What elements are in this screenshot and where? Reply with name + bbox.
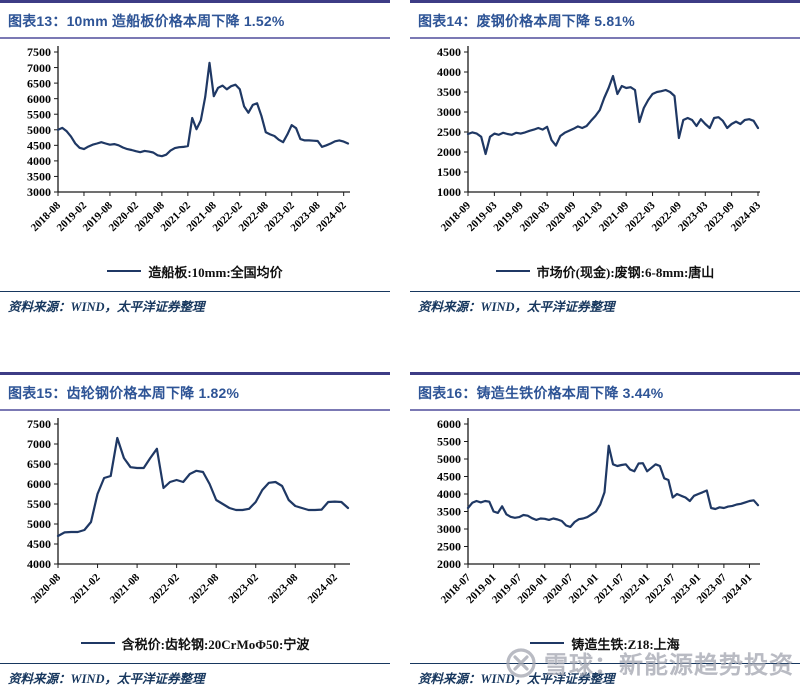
svg-text:2022-02: 2022-02 xyxy=(147,571,182,606)
svg-text:3000: 3000 xyxy=(437,522,461,536)
svg-text:5000: 5000 xyxy=(27,123,51,137)
svg-text:2500: 2500 xyxy=(437,540,461,554)
chart-title: 图表14：废钢价格本周下降 5.81% xyxy=(418,13,635,29)
svg-text:5500: 5500 xyxy=(27,497,51,511)
svg-text:6500: 6500 xyxy=(27,457,51,471)
svg-text:4500: 4500 xyxy=(437,470,461,484)
svg-text:2023-08: 2023-08 xyxy=(266,571,301,606)
svg-text:5500: 5500 xyxy=(27,107,51,121)
svg-text:5000: 5000 xyxy=(27,517,51,531)
svg-text:4500: 4500 xyxy=(437,45,461,59)
svg-text:7500: 7500 xyxy=(27,417,51,431)
svg-text:4000: 4000 xyxy=(437,487,461,501)
svg-text:7500: 7500 xyxy=(27,45,51,59)
chart-panel-fig16: 图表16：铸造生铁价格本周下降 3.44% 2000 2500 3000 3500 40… xyxy=(410,372,800,688)
legend-line-swatch xyxy=(80,642,115,644)
chart-panel-fig14: 图表14：废钢价格本周下降 5.81% 1000 1500 2000 2500 3000… xyxy=(410,0,800,330)
legend-label: 含税价:齿轮钢:20CrMoΦ50:宁波 xyxy=(121,636,310,652)
svg-text:3000: 3000 xyxy=(27,185,51,199)
legend-label: 造船板:10mm:全国均价 xyxy=(148,264,283,280)
title-divider xyxy=(410,409,800,411)
svg-text:5500: 5500 xyxy=(437,435,461,449)
legend-line-swatch xyxy=(107,270,142,272)
svg-text:4000: 4000 xyxy=(27,154,51,168)
legend-label: 铸造生铁:Z18:上海 xyxy=(571,636,680,652)
svg-text:3500: 3500 xyxy=(437,85,461,99)
svg-text:2024-02: 2024-02 xyxy=(314,199,349,234)
title-divider xyxy=(0,409,390,411)
svg-text:4000: 4000 xyxy=(437,65,461,79)
svg-text:4500: 4500 xyxy=(27,537,51,551)
chart-legend: 造船板:10mm:全国均价 xyxy=(0,262,390,280)
svg-text:2021-02: 2021-02 xyxy=(68,571,103,606)
svg-text:2021-08: 2021-08 xyxy=(108,571,143,606)
svg-text:3000: 3000 xyxy=(437,105,461,119)
legend-label: 市场价(现金):废钢:6-8mm:唐山 xyxy=(536,264,715,280)
svg-text:4000: 4000 xyxy=(27,557,51,571)
svg-text:5000: 5000 xyxy=(437,452,461,466)
source-divider xyxy=(0,291,390,292)
svg-text:2024-02: 2024-02 xyxy=(306,571,341,606)
source-divider xyxy=(410,291,800,292)
line-chart-fig14: 100015002000250030003500400045002018-092… xyxy=(437,45,764,234)
svg-text:7000: 7000 xyxy=(27,61,51,75)
svg-text:1500: 1500 xyxy=(437,165,461,179)
svg-text:2024-03: 2024-03 xyxy=(729,199,764,234)
svg-text:2022-08: 2022-08 xyxy=(187,571,222,606)
source-divider xyxy=(0,663,390,664)
svg-text:4500: 4500 xyxy=(27,139,51,153)
chart-title: 图表16：铸造生铁价格本周下降 3.44% xyxy=(418,385,664,401)
source-note: 资料来源：WIND，太平洋证券整理 xyxy=(418,300,615,314)
svg-text:6000: 6000 xyxy=(27,92,51,106)
svg-text:2000: 2000 xyxy=(437,557,461,571)
source-note: 资料来源：WIND，太平洋证券整理 xyxy=(8,672,205,686)
title-divider xyxy=(0,37,390,39)
title-divider xyxy=(410,37,800,39)
svg-text:3500: 3500 xyxy=(27,170,51,184)
chart-panel-fig13: 图表13：10mm 造船板价格本周下降 1.52% 3000 3500 4000 45… xyxy=(0,0,390,330)
svg-text:6500: 6500 xyxy=(27,76,51,90)
chart-panel-fig15: 图表15：齿轮钢价格本周下降 1.82% 4000 4500 5000 5500 600… xyxy=(0,372,390,688)
legend-line-swatch xyxy=(530,642,565,644)
svg-text:1000: 1000 xyxy=(437,185,461,199)
source-note: 资料来源：WIND，太平洋证券整理 xyxy=(8,300,205,314)
svg-text:6000: 6000 xyxy=(27,477,51,491)
chart-legend: 含税价:齿轮钢:20CrMoΦ50:宁波 xyxy=(0,634,390,652)
svg-text:7000: 7000 xyxy=(27,437,51,451)
source-note: 资料来源：WIND，太平洋证券整理 xyxy=(418,672,615,686)
chart-title: 图表13：10mm 造船板价格本周下降 1.52% xyxy=(8,13,285,29)
chart-title: 图表15：齿轮钢价格本周下降 1.82% xyxy=(8,385,240,401)
svg-text:2023-02: 2023-02 xyxy=(226,571,261,606)
svg-text:2020-08: 2020-08 xyxy=(29,571,64,606)
svg-text:2500: 2500 xyxy=(437,125,461,139)
svg-text:6000: 6000 xyxy=(437,417,461,431)
chart-legend: 市场价(现金):废钢:6-8mm:唐山 xyxy=(410,262,800,280)
svg-text:2000: 2000 xyxy=(437,145,461,159)
svg-text:3500: 3500 xyxy=(437,505,461,519)
legend-line-swatch xyxy=(495,270,530,272)
chart-legend: 铸造生铁:Z18:上海 xyxy=(410,634,800,652)
line-chart-fig16: 2000250030003500400045005000550060002018… xyxy=(437,417,760,606)
source-divider xyxy=(410,663,800,664)
